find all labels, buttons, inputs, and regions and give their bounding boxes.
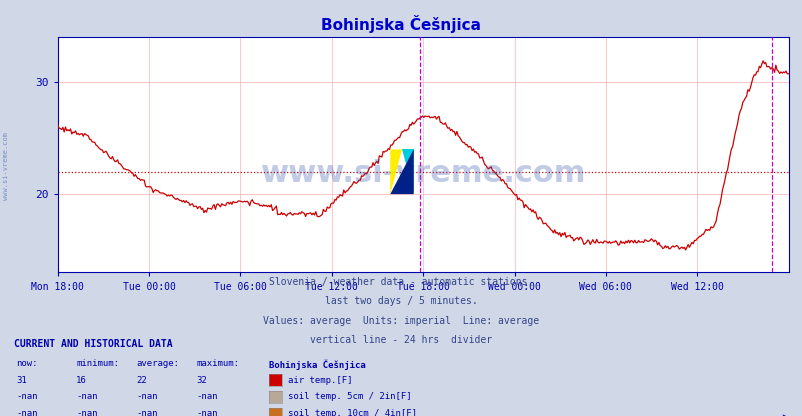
Polygon shape [390,149,402,194]
Text: average:: average: [136,359,180,368]
Text: www.si-vreme.com: www.si-vreme.com [260,159,585,188]
Text: www.si-vreme.com: www.si-vreme.com [3,132,10,201]
Polygon shape [390,149,413,194]
Text: -nan: -nan [76,392,98,401]
Text: Bohinjska Češnjica: Bohinjska Češnjica [269,359,365,369]
Text: 31: 31 [16,376,26,385]
Text: now:: now: [16,359,38,368]
Text: -nan: -nan [76,409,98,416]
Text: 32: 32 [196,376,207,385]
Text: -nan: -nan [136,409,158,416]
Text: -nan: -nan [196,409,218,416]
Text: -nan: -nan [136,392,158,401]
Text: soil temp. 10cm / 4in[F]: soil temp. 10cm / 4in[F] [288,409,417,416]
Text: -nan: -nan [16,392,38,401]
Text: -nan: -nan [196,392,218,401]
Text: -nan: -nan [16,409,38,416]
Polygon shape [402,149,413,194]
Text: 22: 22 [136,376,147,385]
Text: CURRENT AND HISTORICAL DATA: CURRENT AND HISTORICAL DATA [14,339,173,349]
Text: 16: 16 [76,376,87,385]
Text: minimum:: minimum: [76,359,119,368]
Text: maximum:: maximum: [196,359,240,368]
Text: Values: average  Units: imperial  Line: average: Values: average Units: imperial Line: av… [263,316,539,326]
Text: vertical line - 24 hrs  divider: vertical line - 24 hrs divider [310,335,492,345]
Text: air temp.[F]: air temp.[F] [288,376,352,385]
Text: Slovenia / weather data - automatic stations.: Slovenia / weather data - automatic stat… [269,277,533,287]
Text: Bohinjska Češnjica: Bohinjska Češnjica [321,15,481,32]
Text: last two days / 5 minutes.: last two days / 5 minutes. [325,296,477,306]
Text: soil temp. 5cm / 2in[F]: soil temp. 5cm / 2in[F] [288,392,411,401]
